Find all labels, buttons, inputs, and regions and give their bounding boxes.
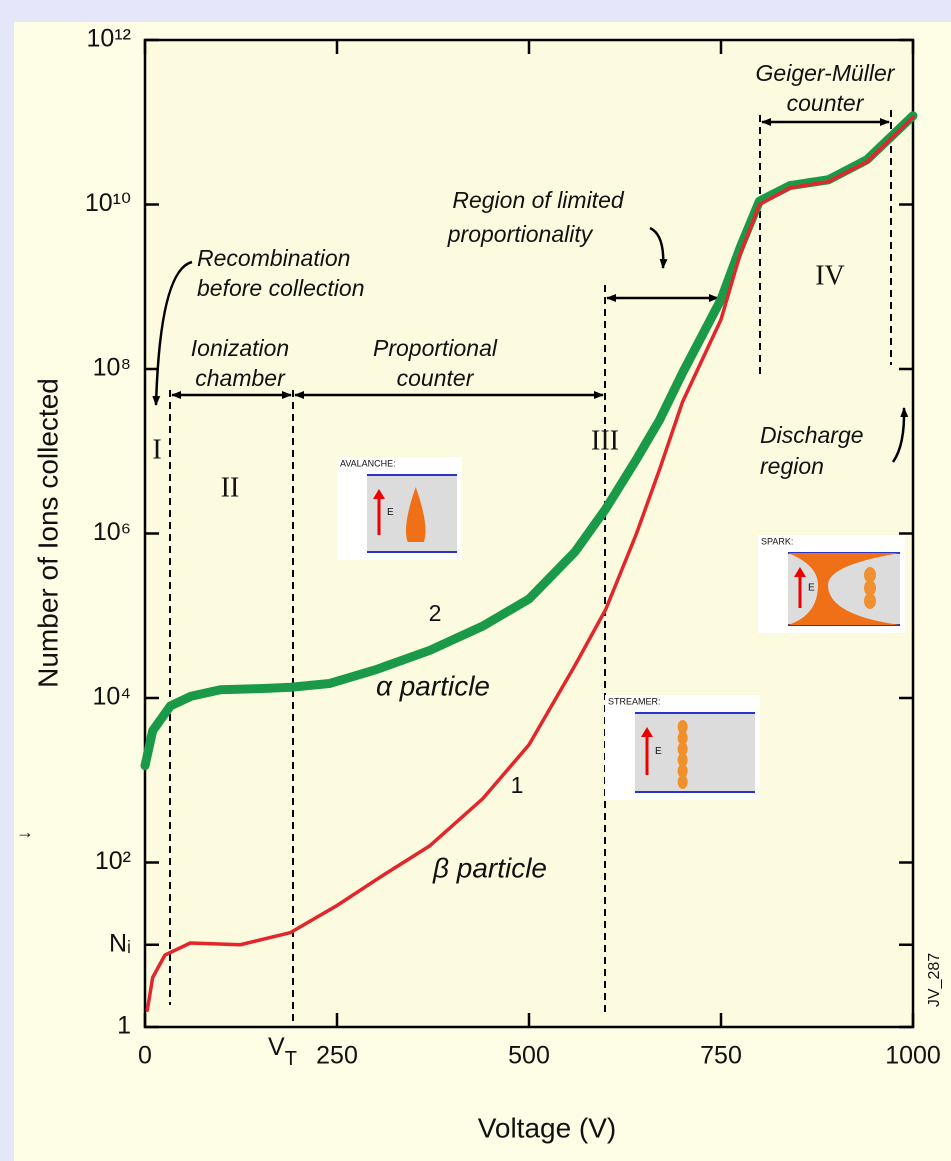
region-label: IV (815, 260, 845, 291)
annotation: Region of limited (452, 187, 625, 213)
arrows (152, 118, 909, 463)
annotation: Recombination (197, 245, 350, 271)
top-band (0, 0, 951, 22)
discharge (405, 487, 426, 542)
discharge (677, 720, 688, 734)
discharge (677, 753, 688, 767)
curve-label: 1 (511, 772, 524, 798)
annotation: counter (787, 90, 865, 116)
field-label: E (808, 583, 815, 594)
margin-marker: → (16, 822, 34, 842)
region-label: III (591, 425, 619, 456)
annotation: Proportional (373, 335, 498, 361)
curved-arrow (152, 260, 193, 406)
field-label: E (387, 507, 394, 518)
discharge (864, 593, 876, 609)
series-label: α particle (376, 670, 490, 701)
y-tick-label: 10² (95, 847, 131, 875)
region-boundaries (169, 110, 892, 1025)
curved-arrow (891, 407, 909, 463)
insets: AVALANCHE: E STREAMER: E SPARK: E (337, 457, 905, 800)
figure-id: JV_287 (926, 953, 943, 1007)
field-head (794, 567, 806, 577)
discharge (788, 553, 900, 625)
discharge (677, 764, 688, 778)
inset-title: STREAMER: (608, 696, 661, 706)
x-tick-label: 500 (508, 1042, 550, 1070)
annotation: region (760, 453, 824, 479)
annotation: proportionality (447, 221, 594, 247)
region-label: I (152, 434, 161, 465)
x-tick-label: 0 (138, 1042, 152, 1070)
series-line (140, 111, 918, 771)
y-axis-label: Number of Ions collected (32, 378, 63, 688)
field-head (373, 489, 385, 499)
curve-label: 2 (429, 600, 442, 626)
plot-area (143, 38, 915, 1029)
x-tick-label: 250 (316, 1042, 358, 1070)
annotation: Geiger-Müller (756, 60, 896, 86)
inset-title: AVALANCHE: (340, 458, 396, 468)
annotation: counter (397, 365, 475, 391)
inset-gap (635, 713, 755, 792)
y-tick-label: 10⁶ (93, 518, 131, 546)
region-label: II (221, 472, 240, 503)
discharge (677, 775, 688, 789)
discharge (864, 580, 876, 596)
x-tick-label: 750 (700, 1042, 742, 1070)
inset-title: SPARK: (761, 536, 793, 546)
series-label: β particle (432, 852, 547, 883)
discharge (677, 731, 688, 745)
x-tick-label: 1000 (885, 1042, 941, 1070)
y-tick-label: Nᵢ (109, 929, 131, 957)
x-axis-label: Voltage (V) (478, 1112, 617, 1143)
y-tick-label: 10¹⁰ (85, 189, 131, 217)
annotation: chamber (195, 365, 286, 391)
y-tick-label: 10¹² (87, 25, 131, 53)
series-line (145, 115, 915, 1012)
y-tick-label: 10⁴ (92, 683, 131, 711)
discharge (677, 742, 688, 756)
annotation: Ionization (191, 335, 289, 361)
curved-arrow (649, 226, 668, 269)
plot (140, 111, 918, 1012)
threshold-sub: T (285, 1048, 297, 1070)
threshold-label: VT (268, 1033, 297, 1071)
y-tick-label: 10⁸ (93, 354, 131, 382)
field-head (641, 727, 653, 737)
annotation: Discharge (760, 422, 864, 448)
discharge (864, 567, 876, 583)
annotation: before collection (197, 275, 365, 301)
threshold-text: V (268, 1033, 285, 1061)
field-label: E (655, 746, 662, 757)
left-band (0, 0, 14, 1161)
y-tick-label: 1 (117, 1012, 131, 1040)
